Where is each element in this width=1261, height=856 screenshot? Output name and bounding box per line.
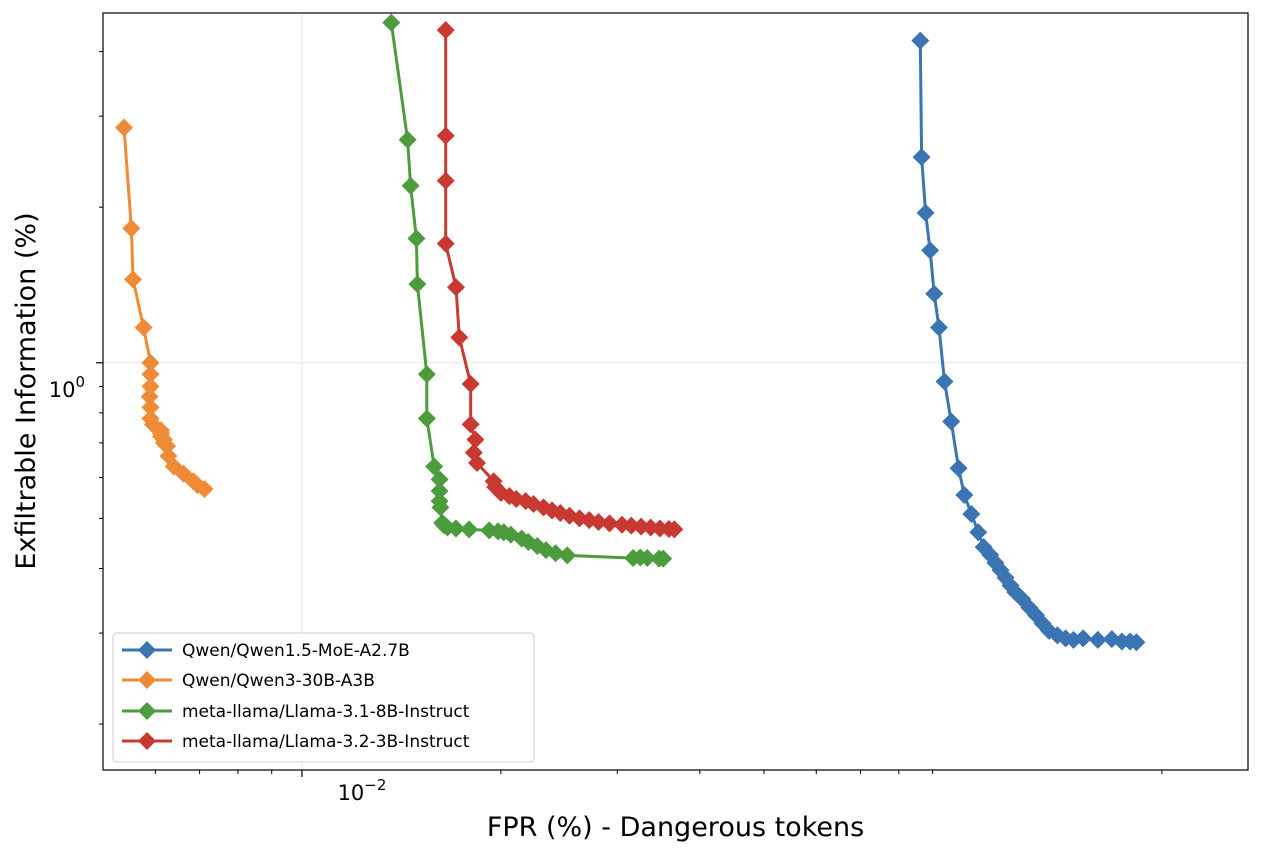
legend-diamond-marker (138, 732, 156, 750)
legend-label: Qwen/Qwen3-30B-A3B (182, 671, 375, 691)
data-point (123, 270, 142, 289)
plot-area-frame (102, 12, 1249, 771)
data-point (1088, 630, 1107, 649)
data-point (436, 234, 455, 253)
legend-label: Qwen/Qwen1.5-MoE-A2.7B (182, 641, 410, 661)
legend-entry-qwen3-30b: Qwen/Qwen3-30B-A3B (122, 671, 375, 691)
data-point (638, 549, 657, 568)
x-tick-label: 10−2 (338, 776, 387, 805)
series-1 (115, 118, 214, 498)
data-point (949, 459, 968, 478)
data-point (589, 513, 608, 532)
data-point (115, 118, 134, 137)
data-point (654, 549, 673, 568)
data-point (195, 479, 214, 498)
data-point (969, 523, 988, 542)
legend-diamond-marker (138, 671, 156, 689)
legend: Qwen/Qwen1.5-MoE-A2.7B Qwen/Qwen3-30B-A3… (112, 632, 535, 763)
data-point (430, 481, 449, 500)
data-point (467, 453, 486, 472)
data-point (935, 372, 954, 391)
data-point (1013, 590, 1032, 609)
legend-label: meta-llama/Llama-3.1-8B-Instruct (182, 702, 470, 722)
data-point (141, 377, 160, 396)
series-line (918, 40, 1137, 644)
data-point (446, 519, 465, 538)
data-point (558, 546, 577, 565)
data-point (921, 241, 940, 260)
data-point (600, 514, 619, 533)
data-point (955, 485, 974, 504)
series-0 (911, 31, 1146, 652)
data-point (430, 470, 449, 489)
data-point (1006, 583, 1025, 602)
data-point (911, 31, 930, 50)
data-point (925, 284, 944, 303)
data-point (461, 374, 480, 393)
series-3 (436, 21, 684, 539)
data-point (425, 457, 444, 476)
legend-entry-llama-3-1-8b: meta-llama/Llama-3.1-8B-Instruct (122, 702, 470, 722)
data-point (942, 412, 961, 431)
data-point (431, 498, 450, 517)
legend-diamond-marker (138, 641, 156, 659)
data-point (929, 318, 948, 337)
data-point (382, 13, 401, 32)
data-point (494, 523, 513, 542)
data-point (140, 387, 159, 406)
data-point (665, 520, 684, 539)
data-point (141, 365, 160, 384)
data-point (446, 278, 465, 297)
data-point (500, 487, 519, 506)
data-point (401, 176, 420, 195)
legend-label: meta-llama/Llama-3.2-3B-Instruct (182, 732, 470, 752)
data-point (534, 498, 553, 517)
y-axis-label: Exfiltrable Information (%) (11, 212, 42, 569)
data-point (122, 219, 141, 238)
data-point (141, 353, 160, 372)
data-point (1127, 633, 1146, 652)
data-point (1074, 629, 1093, 648)
legend-diamond-marker (138, 702, 156, 720)
legend-entry-qwen1-5-moe: Qwen/Qwen1.5-MoE-A2.7B (122, 641, 410, 661)
data-point (916, 203, 935, 222)
data-point (460, 520, 479, 539)
data-point (408, 275, 427, 294)
data-point (417, 365, 436, 384)
data-point (436, 171, 455, 190)
x-axis-label: FPR (%) - Dangerous tokens (487, 812, 864, 843)
series-layer (115, 13, 1146, 652)
data-point (436, 21, 455, 40)
legend-frame (112, 632, 535, 763)
data-point (436, 126, 455, 145)
legend-entry-llama-3-2-3b: meta-llama/Llama-3.2-3B-Instruct (122, 732, 470, 752)
axis-ticks (96, 51, 1163, 777)
data-point (407, 229, 426, 248)
data-point (466, 430, 485, 449)
y-tick-label: 100 (49, 373, 85, 402)
data-point (141, 398, 160, 417)
data-point (912, 148, 931, 167)
data-point (546, 544, 565, 563)
data-point (461, 415, 480, 434)
data-point (450, 328, 469, 347)
data-point (134, 318, 153, 337)
data-point (962, 504, 981, 523)
data-point (398, 130, 417, 149)
series-2 (382, 13, 673, 568)
data-point (417, 409, 436, 428)
